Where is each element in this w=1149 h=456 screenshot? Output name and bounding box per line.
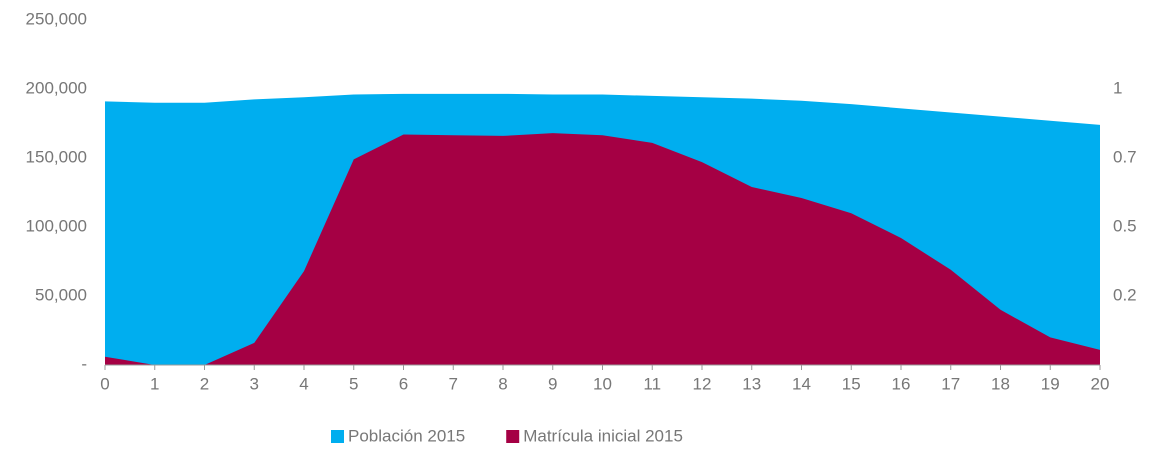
x-tick-label: 6 xyxy=(399,374,408,393)
x-tick-label: 3 xyxy=(250,374,259,393)
y-tick-label: 150,000 xyxy=(26,147,87,166)
legend-swatch xyxy=(331,430,344,443)
x-tick-label: 5 xyxy=(349,374,358,393)
y-tick-label: 250,000 xyxy=(26,9,87,28)
y-tick-label: 100,000 xyxy=(26,216,87,235)
legend-swatch xyxy=(506,430,520,443)
area xyxy=(105,133,1100,365)
legend-label: Población 2015 xyxy=(348,426,465,445)
x-tick-label: 11 xyxy=(643,374,661,393)
x-tick-label: 12 xyxy=(693,374,712,393)
x-tick-label: 0 xyxy=(100,374,109,393)
x-tick-label: 13 xyxy=(742,374,761,393)
x-tick-label: 9 xyxy=(548,374,557,393)
x-tick-label: 4 xyxy=(299,374,308,393)
y-tick-label: 200,000 xyxy=(26,78,87,97)
x-tick-label: 14 xyxy=(792,374,811,393)
x-tick-label: 20 xyxy=(1091,374,1110,393)
x-tick-label: 15 xyxy=(842,374,861,393)
y-tick-label: 50,000 xyxy=(35,285,87,304)
y2-tick-label: 1 xyxy=(1113,78,1122,97)
x-tick-label: 1 xyxy=(150,374,159,393)
x-tick-label: 8 xyxy=(498,374,507,393)
x-tick-label: 2 xyxy=(200,374,209,393)
x-tick-label: 17 xyxy=(941,374,960,393)
legend-label: Matrícula inicial 2015 xyxy=(523,426,683,445)
y-tick-label: - xyxy=(81,354,87,373)
x-tick-label: 7 xyxy=(449,374,458,393)
x-tick-label: 19 xyxy=(1041,374,1060,393)
x-tick-label: 16 xyxy=(892,374,911,393)
x-tick-label: 18 xyxy=(991,374,1010,393)
y2-tick-label: 0.2 xyxy=(1113,285,1137,304)
y2-tick-label: 0.5 xyxy=(1113,216,1137,235)
y2-tick-label: 0.7 xyxy=(1113,147,1137,166)
x-tick-label: 10 xyxy=(593,374,612,393)
